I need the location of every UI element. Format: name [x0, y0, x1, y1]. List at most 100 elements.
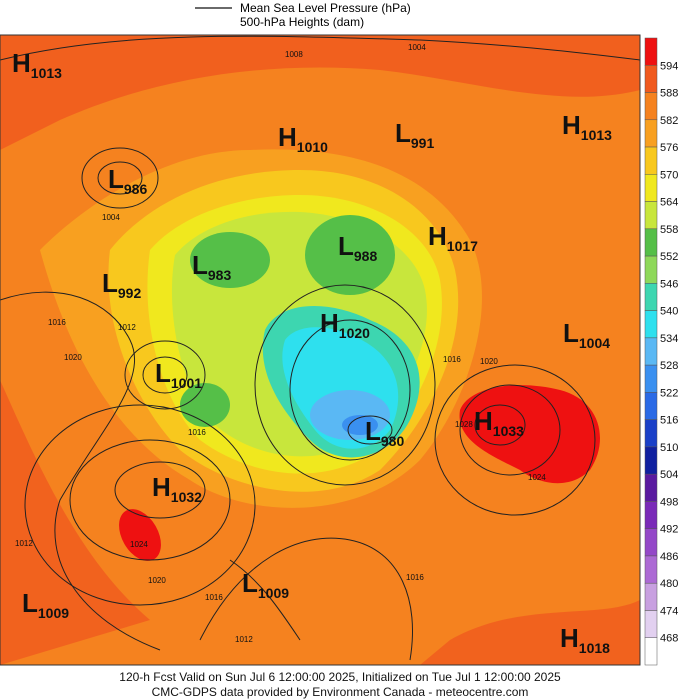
center-value: 1013	[581, 127, 612, 143]
center-kind: L	[338, 231, 354, 261]
center-value: 980	[381, 433, 405, 449]
center-value: 1010	[297, 139, 328, 155]
pressure-center: L1009	[242, 568, 289, 601]
colorbar-cell	[644, 473, 658, 502]
center-value: 1009	[258, 585, 289, 601]
contour-label: 1016	[188, 428, 206, 437]
pressure-center: H1013	[562, 110, 612, 143]
colorbar-cell	[644, 582, 658, 611]
center-kind: L	[22, 588, 38, 618]
pressure-center: L1009	[22, 588, 69, 621]
center-kind: L	[192, 250, 208, 280]
colorbar-cell	[644, 364, 658, 393]
contour-labels: 1004 1008 1004 1016 1012 1020 1016 1024 …	[15, 43, 546, 644]
contour-label: 1012	[235, 635, 253, 644]
center-kind: H	[474, 406, 493, 436]
contour-label: 1024	[528, 473, 546, 482]
colorbar-cell	[644, 310, 658, 339]
colorbar-cell	[644, 392, 658, 420]
colorbar-cell	[644, 255, 658, 284]
pressure-center: H1020	[320, 308, 370, 341]
center-value: 1017	[447, 238, 478, 254]
colorbar-label: 474	[660, 605, 678, 617]
pressure-center: H1017	[428, 221, 478, 254]
colorbar-label: 576	[660, 142, 678, 154]
colorbar-label: 594	[660, 60, 678, 72]
colorbar-cell	[644, 228, 658, 257]
center-kind: L	[395, 118, 411, 148]
center-kind: H	[560, 623, 579, 653]
colorbar-cell	[644, 610, 658, 638]
contour-label: 1024	[130, 540, 148, 549]
colorbar-label: 552	[660, 251, 678, 263]
colorbar-label: 498	[660, 496, 678, 508]
contour-label: 1020	[148, 576, 166, 585]
colorbar-cell	[644, 283, 658, 311]
colorbar-cell	[644, 528, 658, 557]
colorbar-cell	[644, 119, 658, 148]
header-title: Mean Sea Level Pressure (hPa)	[240, 1, 411, 15]
colorbar-label: 534	[660, 333, 678, 345]
colorbar-label: 570	[660, 169, 678, 181]
colorbar-label: 510	[660, 442, 678, 454]
footer-line: CMC-GDPS data provided by Environment Ca…	[152, 685, 529, 699]
pressure-center: L1001	[155, 358, 202, 391]
colorbar-label: 558	[660, 224, 678, 236]
center-kind: L	[242, 568, 258, 598]
contour-label: 1020	[480, 357, 498, 366]
center-value: 1009	[38, 605, 69, 621]
center-kind: L	[108, 164, 124, 194]
center-value: 988	[354, 248, 378, 264]
center-kind: H	[12, 48, 31, 78]
colorbar-cell	[644, 555, 658, 584]
colorbar-label: 492	[660, 524, 678, 536]
pressure-center: H1010	[278, 122, 328, 155]
center-kind: H	[152, 472, 171, 502]
contour-label: 1020	[64, 353, 82, 362]
colorbar-label: 540	[660, 306, 678, 318]
center-value: 1033	[493, 423, 524, 439]
colorbar-label: 516	[660, 415, 678, 427]
colorbar-label: 504	[660, 469, 678, 481]
map: 1004 1008 1004 1016 1012 1020 1016 1024 …	[0, 35, 640, 665]
contour-label: 1016	[205, 593, 223, 602]
contour-label: 1012	[118, 323, 136, 332]
pressure-center: H1033	[474, 406, 524, 439]
center-value: 1004	[579, 335, 610, 351]
colorbar-label: 588	[660, 88, 678, 100]
center-value: 991	[411, 135, 435, 151]
pressure-center: L983	[192, 250, 231, 283]
center-value: 1018	[579, 640, 610, 656]
pressure-center: H1018	[560, 623, 610, 656]
contour-label: 1008	[285, 50, 303, 59]
colorbar-cell	[644, 65, 658, 93]
colorbar-label: 486	[660, 551, 678, 563]
pressure-center: H1032	[152, 472, 202, 505]
pressure-center: L988	[338, 231, 377, 264]
pressure-center: L991	[395, 118, 434, 151]
colorbar-label: 564	[660, 197, 678, 209]
pressure-center: L986	[108, 164, 147, 197]
pressure-center: H1013	[12, 48, 62, 81]
colorbar-cell	[644, 174, 658, 202]
center-value: 1032	[171, 489, 202, 505]
colorbar-label: 546	[660, 278, 678, 290]
map-frame	[0, 34, 641, 666]
contour-label: 1004	[102, 213, 120, 222]
center-kind: L	[102, 268, 118, 298]
contour-label: 1028	[455, 420, 473, 429]
center-value: 986	[124, 181, 148, 197]
center-value: 992	[118, 285, 142, 301]
colorbar-cell	[644, 419, 658, 448]
colorbar-cell	[644, 501, 658, 529]
center-value: 1013	[31, 65, 62, 81]
colorbar: 594 588 582 576 570 564 558 552 546 540 534 528 522 5…	[644, 37, 678, 666]
center-kind: L	[365, 416, 381, 446]
colorbar-cell	[644, 637, 658, 666]
pressure-center: L980	[365, 416, 404, 449]
colorbar-cell	[644, 201, 658, 230]
colorbar-cell	[644, 146, 658, 175]
contour-label: 1016	[443, 355, 461, 364]
